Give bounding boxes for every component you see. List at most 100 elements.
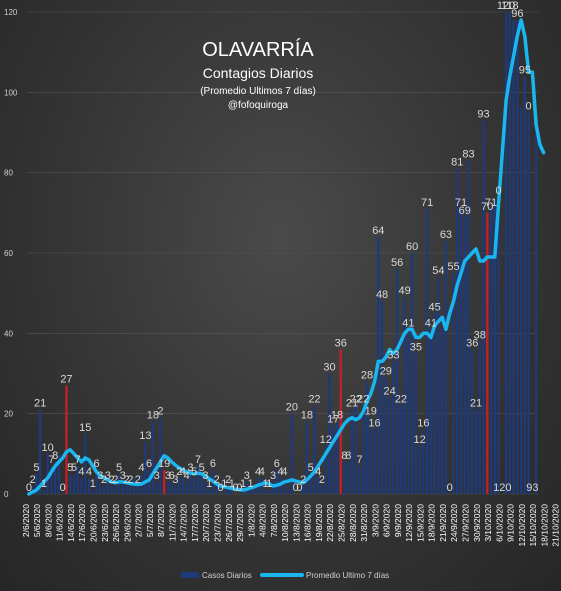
bar: [215, 485, 218, 494]
bar: [121, 481, 125, 494]
data-label: 2: [157, 406, 163, 418]
bar: [208, 489, 211, 494]
data-label: 21: [470, 398, 482, 410]
bar: [65, 385, 68, 494]
bar: [452, 273, 455, 494]
bar: [35, 473, 38, 494]
bar: [125, 485, 128, 494]
data-label: 6: [210, 458, 216, 470]
x-tick-label: 8/7/2020: [156, 504, 166, 537]
data-label: 21: [346, 398, 358, 410]
bar: [144, 441, 147, 494]
data-label: 6: [93, 458, 99, 470]
data-label: 2: [300, 474, 306, 486]
bar: [76, 465, 79, 494]
x-tick-label: 12/9/2020: [404, 504, 414, 542]
bar: [200, 473, 203, 494]
data-label: 2: [127, 474, 133, 486]
x-tick-label: 18/10/2020: [539, 504, 549, 547]
x-tick-label: 14/7/2020: [179, 504, 189, 542]
data-label: 120: [497, 0, 515, 12]
data-label: 6: [169, 470, 175, 482]
x-tick-label: 3/10/2020: [483, 504, 493, 542]
data-label: 1: [240, 478, 246, 490]
data-label: 96: [511, 8, 523, 20]
data-label: 36: [466, 337, 478, 349]
data-label: 2: [176, 466, 182, 478]
bar: [373, 429, 376, 494]
data-label: 22: [395, 394, 407, 406]
bar: [99, 481, 102, 494]
data-label: 7: [195, 454, 201, 466]
bar: [512, 20, 515, 495]
data-label: 18: [147, 410, 159, 422]
data-label: 5: [199, 462, 205, 474]
data-label: 5: [308, 462, 314, 474]
data-label: 28: [361, 370, 373, 382]
data-label: 55: [447, 261, 459, 273]
x-tick-label: 6/9/2020: [382, 504, 392, 537]
bar: [223, 489, 226, 494]
bar: [189, 473, 192, 494]
bar: [283, 477, 286, 494]
x-tick-label: 26/7/2020: [224, 504, 234, 542]
bar: [463, 216, 466, 494]
bar: [132, 477, 136, 494]
data-label: 4: [278, 466, 284, 478]
bar: [102, 485, 106, 494]
data-label: 4: [259, 466, 265, 478]
bar: [230, 489, 233, 494]
data-label: 4: [184, 470, 190, 482]
x-tick-label: 9/9/2020: [393, 504, 403, 537]
data-label: 64: [372, 225, 384, 237]
legend-bar-swatch: [181, 572, 199, 578]
data-label: 3: [165, 470, 171, 482]
data-label: 0: [217, 482, 223, 494]
x-tick-label: 17/7/2020: [190, 504, 200, 542]
data-label: 41: [425, 317, 437, 329]
x-tick-label: 18/9/2020: [427, 504, 437, 542]
data-label: 54: [432, 265, 444, 277]
bar: [290, 413, 294, 494]
data-label: 81: [451, 157, 463, 169]
bar: [422, 429, 425, 494]
chart-subtitle-2: (Promedio Ultimos 7 días): [200, 86, 316, 97]
data-label: 22: [308, 394, 320, 406]
bar: [249, 489, 252, 494]
bar: [305, 421, 309, 494]
bar: [486, 212, 489, 495]
data-label: 16: [368, 418, 380, 430]
x-tick-label: 19/8/2020: [314, 504, 324, 542]
data-label: 83: [462, 149, 474, 161]
data-label: 3: [120, 470, 126, 482]
data-label: 1: [266, 478, 272, 490]
data-label: 2: [124, 474, 130, 486]
bar: [482, 120, 485, 494]
data-label: 4: [78, 466, 84, 478]
data-label: 45: [429, 301, 441, 313]
bar: [429, 329, 433, 494]
data-label: 0: [236, 482, 242, 494]
x-tick-label: 17/6/2020: [77, 504, 87, 542]
data-label: 0: [296, 482, 302, 494]
data-label: 0: [495, 185, 501, 197]
x-tick-label: 24/9/2020: [449, 504, 459, 542]
data-label: 0: [526, 100, 532, 112]
data-label: 10: [42, 442, 54, 454]
bar: [523, 76, 527, 495]
data-label: 0: [232, 482, 238, 494]
bar: [174, 485, 177, 494]
data-label: 48: [376, 289, 388, 301]
data-label: 60: [406, 241, 418, 253]
data-label: 6: [146, 458, 152, 470]
data-label: 3: [97, 470, 103, 482]
bar: [471, 349, 474, 494]
gridlines: [27, 11, 538, 495]
x-tick-label: 5/7/2020: [145, 504, 155, 537]
bar: [87, 477, 91, 494]
bar: [467, 160, 470, 494]
bar: [328, 373, 331, 494]
data-label: 2: [101, 474, 107, 486]
bar: [508, 12, 512, 494]
